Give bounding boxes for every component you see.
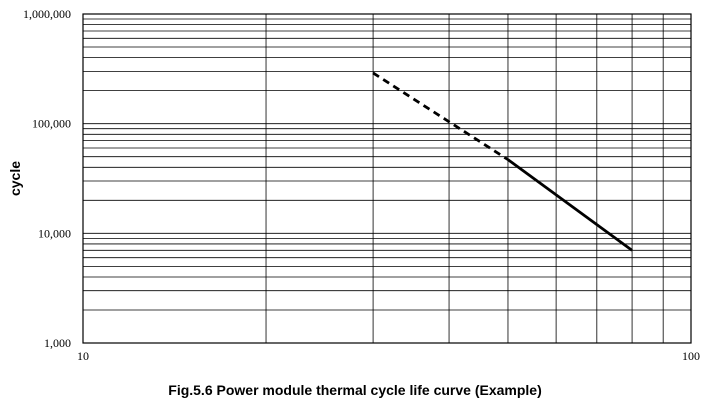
extrapolated-life-curve	[372, 71, 509, 161]
x-tick-label-10: 10	[77, 349, 89, 363]
y-axis-label: cycle	[7, 161, 23, 196]
y-tick-label-100000: 100,000	[32, 117, 71, 131]
plot-frame	[82, 13, 692, 344]
measured-life-curve	[507, 158, 633, 252]
x-tick-label-100: 100	[682, 349, 700, 363]
y-tick-label-1000: 1,000	[44, 336, 71, 350]
series	[372, 71, 633, 252]
figure-caption: Fig.5.6 Power module thermal cycle life …	[168, 382, 542, 398]
grid	[83, 13, 691, 344]
y-tick-label-10000: 10,000	[38, 226, 71, 240]
tick-labels: 1,000 10,000 100,000 1,000,000 10 100	[23, 7, 700, 363]
y-tick-label-1000000: 1,000,000	[23, 7, 71, 21]
